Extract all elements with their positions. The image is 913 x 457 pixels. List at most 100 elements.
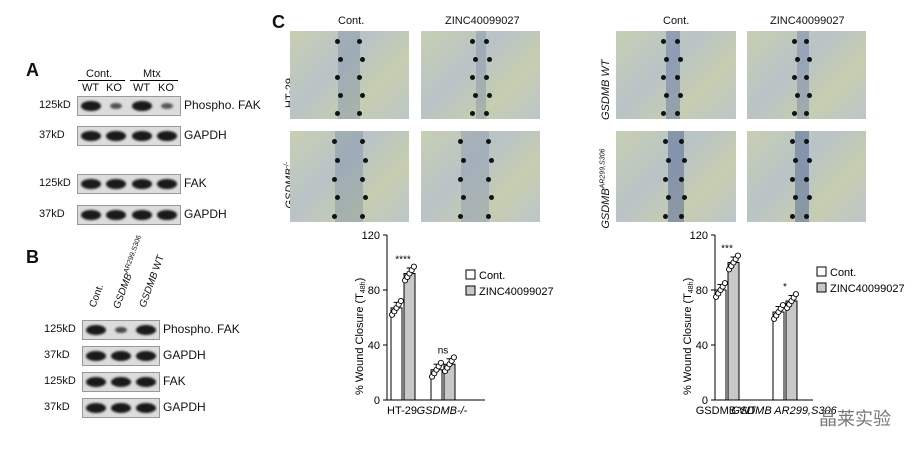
bar	[714, 289, 727, 401]
edge-marker	[666, 157, 671, 163]
kd-label: 125kD	[44, 323, 76, 335]
blot-band	[157, 131, 178, 141]
panel-a-label: A	[26, 60, 39, 80]
protein-label: FAK	[163, 374, 186, 388]
edge-marker	[807, 57, 812, 62]
blot-band	[157, 179, 178, 189]
edge-marker	[458, 139, 463, 144]
y-tick-label: 80	[368, 285, 380, 297]
edge-marker	[335, 39, 340, 44]
edge-marker	[663, 214, 668, 219]
blot-strip	[82, 372, 160, 392]
blot-band	[110, 351, 132, 361]
edge-marker	[675, 75, 680, 80]
protein-label: Phospho. FAK	[163, 322, 240, 336]
kd-label: 37kD	[44, 349, 70, 361]
edge-marker	[360, 57, 365, 62]
edge-marker	[335, 157, 340, 163]
blot-band	[157, 210, 178, 220]
y-axis-label: % Wound Closure (T48h)	[682, 278, 695, 395]
edge-marker	[790, 214, 795, 219]
edge-marker	[804, 176, 809, 182]
edge-marker	[486, 176, 491, 182]
lane-label: KO	[158, 82, 174, 94]
edge-marker	[489, 157, 494, 163]
edge-marker	[675, 39, 680, 44]
blot-band	[110, 102, 123, 110]
edge-marker	[335, 111, 340, 116]
edge-marker	[473, 93, 478, 98]
edge-marker	[338, 93, 343, 98]
edge-marker	[487, 93, 492, 98]
legend-label: ZINC40099027	[830, 283, 905, 295]
edge-marker	[661, 111, 666, 116]
edge-marker	[679, 176, 684, 182]
legend-label: ZINC40099027	[479, 286, 554, 298]
edge-marker	[357, 39, 362, 44]
edge-marker	[807, 93, 812, 98]
y-tick-label: 0	[374, 395, 380, 407]
wound-image	[421, 131, 540, 222]
edge-marker	[666, 195, 671, 201]
col-label-cont: Cont.	[338, 15, 365, 27]
edge-marker	[664, 93, 669, 98]
blot-strip	[77, 126, 181, 146]
bar	[403, 273, 416, 401]
edge-marker	[332, 176, 337, 182]
edge-marker	[470, 39, 475, 44]
blot-band	[80, 179, 101, 189]
blot-band	[106, 210, 127, 220]
legend-label: Cont.	[479, 270, 505, 282]
edge-marker	[357, 75, 362, 80]
kd-label: 125kD	[39, 177, 71, 189]
x-tick-label: GSDMB-/-	[417, 405, 468, 417]
lane-label: WT	[133, 82, 151, 94]
y-tick-label: 0	[702, 395, 708, 407]
y-tick-label: 40	[696, 340, 708, 352]
edge-marker	[679, 139, 684, 144]
wound-image	[616, 31, 736, 119]
blot-band	[136, 351, 157, 361]
significance-label: *	[783, 282, 787, 293]
data-point	[792, 291, 799, 298]
edge-marker	[335, 195, 340, 201]
x-tick-label: HT-29	[387, 405, 417, 417]
col-label-zinc: ZINC40099027	[770, 15, 845, 27]
protein-label: GAPDH	[163, 348, 206, 362]
kd-label: 37kD	[39, 129, 65, 141]
edge-marker	[793, 157, 798, 163]
data-point	[450, 354, 457, 361]
edge-marker	[792, 75, 797, 80]
y-tick-label: 120	[362, 230, 380, 242]
y-tick-label: 40	[368, 340, 380, 352]
blot-band	[114, 326, 128, 334]
blot-band	[136, 377, 157, 387]
wound-closure-chart-right: 0 40 80 120 % Wound Closure (T48h) *** GSDMB W…	[682, 230, 905, 417]
data-point	[437, 359, 444, 366]
edge-marker	[486, 139, 491, 144]
significance-label: ****	[395, 255, 411, 266]
protein-label: Phospho. FAK	[184, 98, 261, 112]
edge-marker	[804, 39, 809, 44]
row-label-gsdmb-wt: GSDMB WT	[600, 59, 612, 121]
blot-band	[110, 377, 132, 387]
edge-marker	[473, 57, 478, 62]
protein-label: GAPDH	[163, 400, 206, 414]
group-line-mtx	[130, 80, 178, 81]
bar	[785, 300, 798, 401]
edge-marker	[807, 195, 812, 201]
blot-strip	[77, 96, 181, 116]
blot-band	[131, 179, 152, 189]
watermark: 晶莱实验	[819, 409, 891, 429]
bar	[390, 307, 403, 401]
edge-marker	[360, 93, 365, 98]
kd-label: 37kD	[44, 401, 70, 413]
wound-image	[747, 131, 866, 222]
blot-band	[131, 131, 152, 141]
blot-band	[85, 377, 106, 387]
row-label-gsdmb-mut: GSDMBAR299,S306	[599, 148, 612, 229]
col-label-zinc: ZINC40099027	[445, 15, 520, 27]
blot-band	[110, 403, 132, 413]
edge-marker	[678, 57, 683, 62]
y-tick-label: 80	[696, 285, 708, 297]
